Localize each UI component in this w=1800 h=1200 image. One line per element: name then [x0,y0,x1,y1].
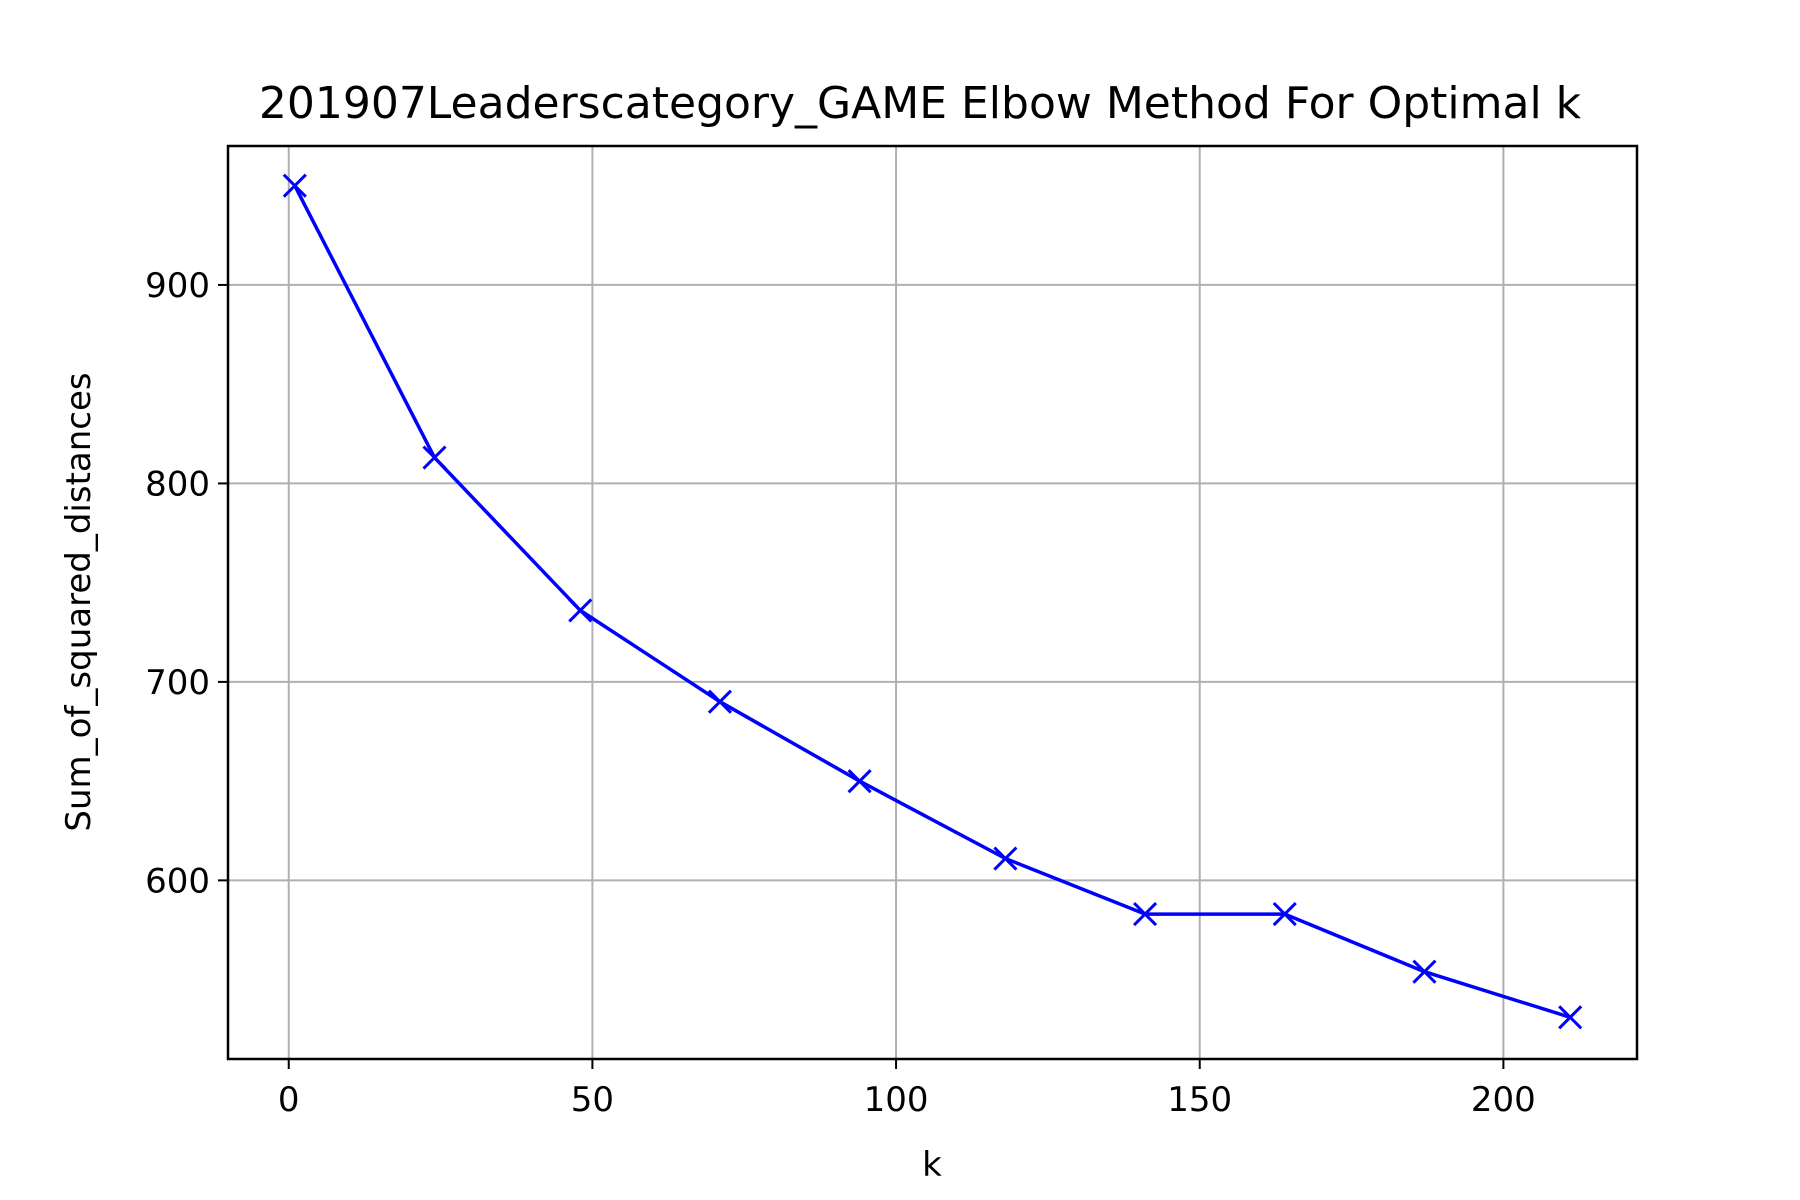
x-axis-label: k [922,1145,942,1185]
y-axis-label: Sum_of_squared_distances [59,372,99,831]
data-point-marker [847,769,872,794]
data-point-marker [282,173,307,198]
data-point-marker [422,445,447,470]
data-point-marker [1558,1005,1583,1030]
y-tick-label: 700 [145,663,210,703]
y-tick-label: 600 [145,861,210,901]
data-point-marker [993,846,1018,871]
data-point-marker [568,598,593,623]
series-layer [282,173,1583,1030]
data-point-marker [707,689,732,714]
series-line [293,184,1571,1019]
x-tick-label: 200 [1471,1080,1536,1120]
grid-layer [228,146,1637,1059]
tick-layer: 0 50 100 150 200 600 700 800 900 [145,266,1536,1120]
data-point-marker [1412,959,1437,984]
plot-frame [226,144,1639,1061]
data-point-marker [1272,902,1297,927]
x-tick-label: 100 [864,1080,929,1120]
data-point-marker [1133,902,1158,927]
y-tick-label: 800 [145,464,210,504]
y-tick-label: 900 [145,266,210,306]
x-tick-label: 50 [571,1080,614,1120]
chart-title: 201907Leaderscategory_GAME Elbow Method … [259,78,1582,129]
x-tick-label: 0 [278,1080,300,1120]
x-tick-label: 150 [1167,1080,1232,1120]
